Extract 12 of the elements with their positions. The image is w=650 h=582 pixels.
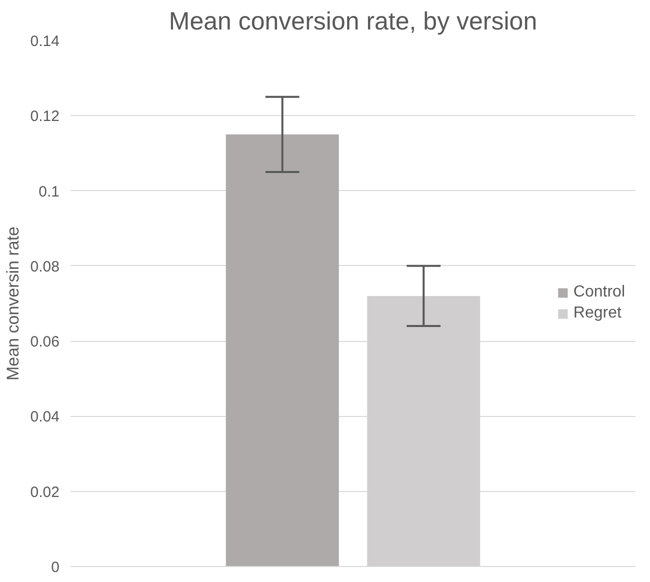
y-tick-label: 0.1 — [38, 183, 60, 200]
y-tick-label: 0.04 — [30, 408, 60, 426]
y-tick-label: 0.14 — [30, 33, 60, 50]
y-tick-label: 0 — [51, 559, 60, 576]
y-tick-label: 0.02 — [30, 484, 60, 501]
y-tick-label: 0.06 — [30, 334, 60, 351]
legend-label: Control — [573, 284, 625, 302]
y-axis-title: Mean conversin rate — [3, 226, 22, 381]
chart-title: Mean conversion rate, by version — [168, 8, 538, 36]
y-tick-label: 0.12 — [30, 108, 60, 126]
y-tick-label: 0.08 — [30, 258, 60, 276]
legend-label: Regret — [573, 304, 622, 322]
